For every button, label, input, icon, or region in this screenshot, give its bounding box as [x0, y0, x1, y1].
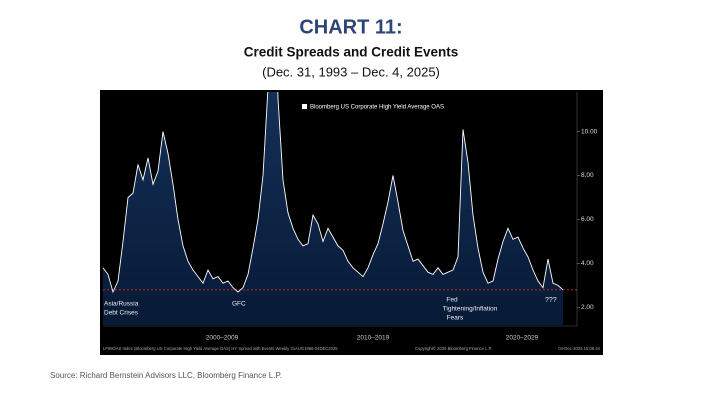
x-tick-label: 2010–2019 — [357, 335, 390, 342]
y-tick-label: 2.00 — [581, 304, 594, 311]
source: Source: Richard Bernstein Advisors LLC, … — [50, 371, 282, 380]
annotation: ??? — [545, 297, 557, 304]
y-tick-label: 8.00 — [581, 172, 594, 179]
annotation: Fears — [447, 315, 464, 322]
date-range: (Dec. 31, 1993 – Dec. 4, 2025) — [262, 64, 440, 79]
annotation: GFC — [232, 301, 246, 308]
annotation: Tightening/Inflation — [443, 306, 498, 313]
footer-text: LF98OAS Index (Bloomberg US Corporate Hi… — [103, 346, 338, 351]
annotation: Fed — [446, 297, 458, 304]
footer-text: Copyright© 2025 Bloomberg Finance L.P. — [415, 346, 492, 351]
x-tick-label: 2000–2009 — [206, 335, 239, 342]
annotation: Asia/Russia — [104, 301, 139, 308]
annotation: Debt Crises — [104, 310, 139, 317]
y-tick-label: 10.00 — [581, 128, 598, 135]
chart-subtitle: Credit Spreads and Credit Events — [244, 45, 459, 60]
legend-label: Bloomberg US Corporate High Yield Averag… — [310, 105, 444, 111]
x-tick-label: 2020–2029 — [506, 335, 539, 342]
y-tick-label: 4.00 — [581, 260, 594, 267]
line — [103, 92, 564, 294]
footer-text: 04-Dec-2025 15:06:44 — [558, 346, 600, 351]
y-tick-label: 6.00 — [581, 216, 594, 223]
plot — [103, 92, 577, 325]
chart-title: CHART 11: — [299, 16, 402, 38]
legend-swatch — [302, 104, 307, 109]
area — [103, 92, 563, 325]
